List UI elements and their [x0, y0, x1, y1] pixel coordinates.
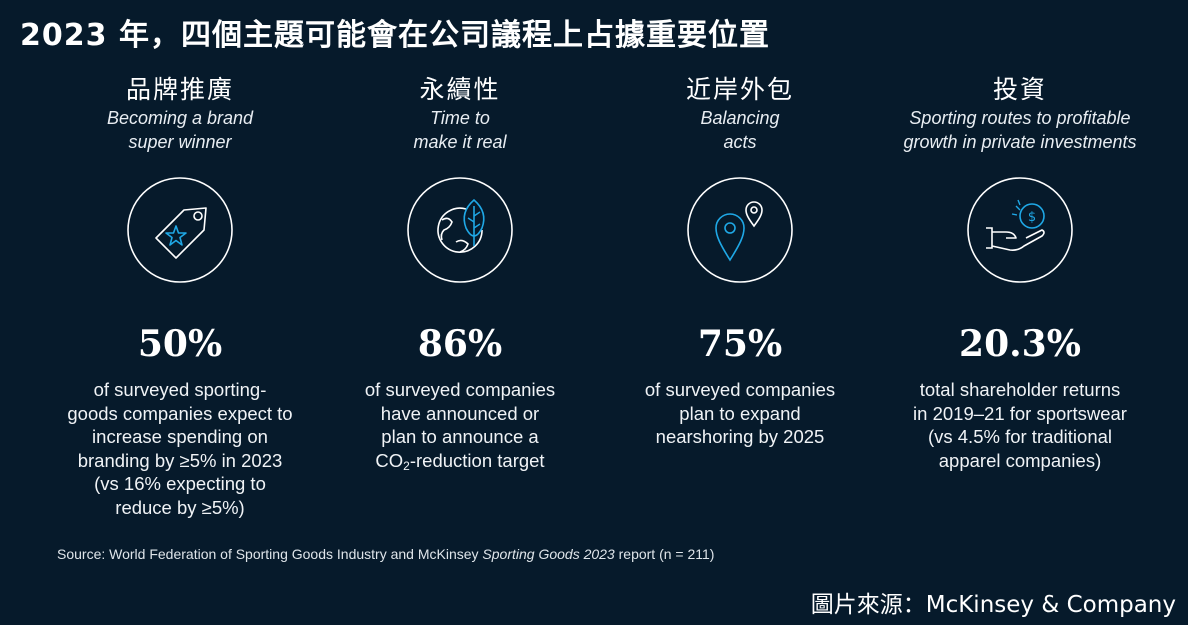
stat-description: of surveyed companies plan to expand nea… [644, 379, 836, 448]
topic-heading: 品牌推廣 [125, 75, 234, 104]
image-credit: 圖片來源：McKinsey & Company [810, 592, 1176, 618]
topic-subtitle: Time to make it real [413, 108, 507, 152]
topic-sustainability: 永續性 Time to make it real 86% of surveyed… [320, 74, 600, 473]
topic-heading: 近岸外包 [685, 75, 794, 104]
topic-heading: 投資 [992, 75, 1047, 104]
topic-subtitle: Balancing acts [700, 108, 780, 152]
topic-subtitle: Sporting routes to profitable growth in … [903, 108, 1137, 152]
stat-description: total shareholder returns in 2019–21 for… [913, 379, 1127, 471]
hand-coin-icon: $ [966, 176, 1074, 284]
topic-nearshoring: 近岸外包 Balancing acts 75% of surveyed comp… [600, 74, 880, 447]
price-tag-star-icon [126, 176, 234, 284]
stat-value: 20.3% [959, 323, 1081, 365]
stat-value: 50% [137, 323, 223, 365]
source-note: Source: World Federation of Sporting Goo… [57, 546, 715, 562]
topic-branding: 品牌推廣 Becoming a brand super winner 50% o… [40, 74, 320, 518]
page-title: 2023 年，四個主題可能會在公司議程上占據重要位置 [20, 18, 770, 53]
topic-heading: 永續性 [419, 75, 501, 104]
stat-description: of surveyed companies have announced or … [364, 379, 556, 473]
stat-value: 86% [417, 323, 503, 365]
topic-investment: 投資 Sporting routes to profitable growth … [880, 74, 1160, 471]
location-pins-icon [686, 176, 794, 284]
globe-leaf-icon [406, 176, 514, 284]
stat-description: of surveyed sporting- goods companies ex… [67, 379, 293, 518]
stat-value: 75% [697, 323, 783, 365]
topic-subtitle: Becoming a brand super winner [106, 108, 254, 152]
svg-text:$: $ [1028, 210, 1036, 225]
topics-grid: 品牌推廣 Becoming a brand super winner 50% o… [40, 74, 1160, 534]
